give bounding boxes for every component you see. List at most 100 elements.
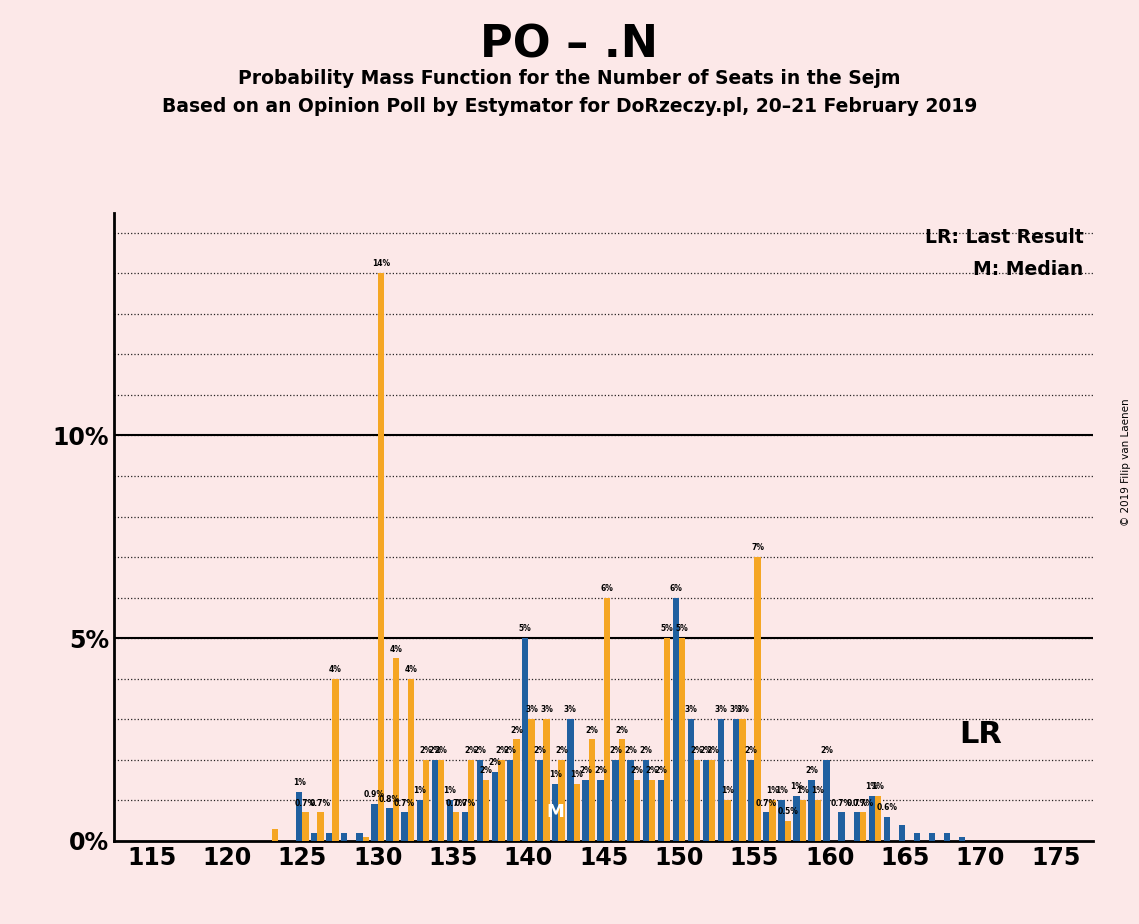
Bar (860, 812, 866, 841)
Text: 2%: 2% (639, 746, 653, 755)
Text: 3%: 3% (714, 705, 728, 714)
Bar (453, 812, 459, 841)
Bar (875, 796, 882, 841)
Text: 0.7%: 0.7% (454, 798, 475, 808)
Text: 2%: 2% (495, 746, 508, 755)
Text: 0.7%: 0.7% (831, 798, 852, 808)
Bar (514, 739, 519, 841)
Text: 2%: 2% (579, 766, 592, 775)
Text: © 2019 Filip van Laenen: © 2019 Filip van Laenen (1121, 398, 1131, 526)
Text: 6%: 6% (600, 584, 613, 593)
Bar (318, 812, 323, 841)
Bar (408, 679, 415, 841)
Text: 2%: 2% (480, 766, 493, 775)
Text: 3%: 3% (730, 705, 743, 714)
Text: 5%: 5% (675, 625, 689, 633)
Bar (823, 760, 829, 841)
Text: 2%: 2% (595, 766, 607, 775)
Bar (296, 792, 302, 841)
Text: 1%: 1% (293, 778, 305, 787)
Bar (371, 805, 378, 841)
Bar (468, 760, 474, 841)
Text: LR: LR (959, 720, 1002, 748)
Bar (401, 812, 408, 841)
Text: 3%: 3% (564, 705, 576, 714)
Bar (613, 760, 618, 841)
Bar (528, 719, 534, 841)
Bar (853, 812, 860, 841)
Bar (393, 659, 399, 841)
Text: 1%: 1% (413, 786, 426, 796)
Text: 2%: 2% (615, 725, 629, 735)
Bar (432, 760, 437, 841)
Bar (538, 760, 543, 841)
Text: Probability Mass Function for the Number of Seats in the Sejm: Probability Mass Function for the Number… (238, 69, 901, 89)
Bar (884, 817, 890, 841)
Bar (357, 833, 362, 841)
Bar (959, 837, 966, 841)
Bar (522, 638, 528, 841)
Text: 2%: 2% (555, 746, 568, 755)
Text: 3%: 3% (525, 705, 538, 714)
Bar (703, 760, 710, 841)
Bar (461, 812, 468, 841)
Bar (793, 796, 800, 841)
Text: 2%: 2% (503, 746, 516, 755)
Text: 1%: 1% (866, 783, 878, 791)
Bar (785, 821, 790, 841)
Bar (492, 772, 498, 841)
Text: 2%: 2% (706, 746, 719, 755)
Bar (326, 833, 333, 841)
Bar (498, 760, 505, 841)
Bar (558, 760, 565, 841)
Text: 1%: 1% (721, 786, 734, 796)
Text: Based on an Opinion Poll by Estymator for DoRzeczy.pl, 20–21 February 2019: Based on an Opinion Poll by Estymator fo… (162, 97, 977, 116)
Bar (718, 719, 724, 841)
Text: 1%: 1% (549, 771, 562, 779)
Bar (763, 812, 770, 841)
Bar (342, 833, 347, 841)
Bar (633, 780, 640, 841)
Bar (710, 760, 715, 841)
Text: M: Median: M: Median (974, 260, 1083, 279)
Bar (673, 598, 679, 841)
Bar (552, 784, 558, 841)
Bar (679, 638, 686, 841)
Bar (657, 780, 664, 841)
Bar (664, 638, 670, 841)
Text: 2%: 2% (489, 758, 501, 767)
Bar (589, 739, 595, 841)
Bar (838, 812, 845, 841)
Text: 2%: 2% (428, 746, 441, 755)
Bar (302, 812, 309, 841)
Text: 0.9%: 0.9% (364, 791, 385, 799)
Bar (642, 760, 649, 841)
Text: 0.7%: 0.7% (295, 798, 316, 808)
Bar (754, 557, 761, 841)
Bar (814, 800, 821, 841)
Bar (869, 796, 875, 841)
Bar (929, 833, 935, 841)
Text: 1%: 1% (796, 786, 809, 796)
Text: 0.7%: 0.7% (846, 798, 867, 808)
Text: 3%: 3% (540, 705, 554, 714)
Bar (417, 800, 423, 841)
Text: 2%: 2% (820, 746, 833, 755)
Bar (694, 760, 700, 841)
Bar (437, 760, 444, 841)
Bar (734, 719, 739, 841)
Bar (899, 824, 906, 841)
Bar (311, 833, 318, 841)
Text: 1%: 1% (811, 786, 825, 796)
Text: LR: Last Result: LR: Last Result (925, 228, 1083, 248)
Bar (362, 837, 369, 841)
Bar (913, 833, 920, 841)
Text: 2%: 2% (624, 746, 637, 755)
Bar (604, 598, 611, 841)
Bar (446, 800, 453, 841)
Bar (507, 760, 514, 841)
Text: M: M (547, 804, 564, 821)
Text: 4%: 4% (329, 665, 342, 674)
Bar (748, 760, 754, 841)
Text: 7%: 7% (751, 543, 764, 553)
